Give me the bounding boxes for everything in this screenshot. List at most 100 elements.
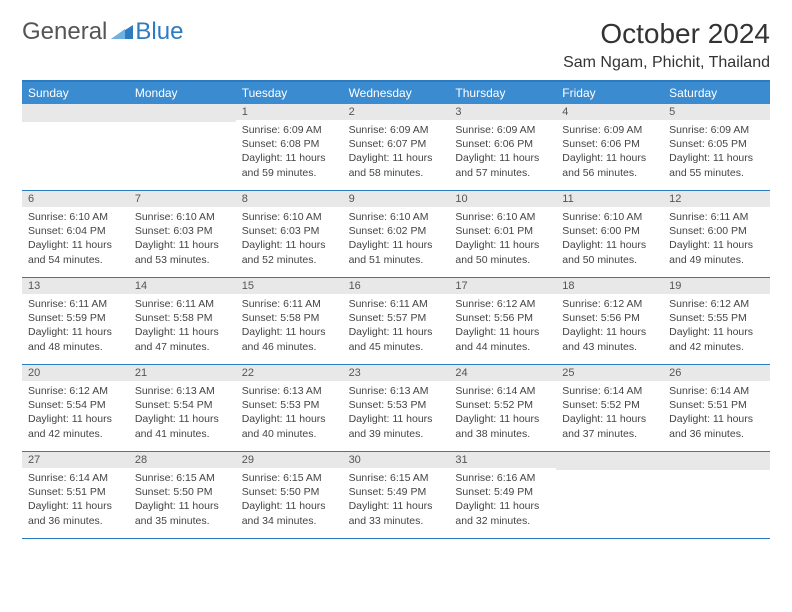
sunrise-line: Sunrise: 6:16 AM	[455, 471, 550, 485]
day-body	[556, 470, 663, 479]
day-number: 11	[556, 191, 663, 207]
sunrise-line: Sunrise: 6:15 AM	[242, 471, 337, 485]
day-body: Sunrise: 6:11 AMSunset: 5:57 PMDaylight:…	[343, 294, 450, 360]
day-body: Sunrise: 6:15 AMSunset: 5:50 PMDaylight:…	[236, 468, 343, 534]
day-cell	[22, 104, 129, 190]
sunset-line: Sunset: 6:00 PM	[669, 224, 764, 238]
day-number	[22, 104, 129, 122]
daylight-line: Daylight: 11 hours and 55 minutes.	[669, 151, 764, 179]
day-number: 29	[236, 452, 343, 468]
day-number	[556, 452, 663, 470]
sunset-line: Sunset: 6:06 PM	[562, 137, 657, 151]
day-body: Sunrise: 6:12 AMSunset: 5:56 PMDaylight:…	[556, 294, 663, 360]
day-body: Sunrise: 6:13 AMSunset: 5:54 PMDaylight:…	[129, 381, 236, 447]
sunrise-line: Sunrise: 6:14 AM	[562, 384, 657, 398]
day-number	[129, 104, 236, 122]
weekday-header: Friday	[556, 82, 663, 104]
day-cell: 23Sunrise: 6:13 AMSunset: 5:53 PMDayligh…	[343, 365, 450, 451]
daylight-line: Daylight: 11 hours and 57 minutes.	[455, 151, 550, 179]
header: General Blue October 2024 Sam Ngam, Phic…	[22, 18, 770, 72]
week-row: 6Sunrise: 6:10 AMSunset: 6:04 PMDaylight…	[22, 191, 770, 278]
daylight-line: Daylight: 11 hours and 50 minutes.	[562, 238, 657, 266]
sunrise-line: Sunrise: 6:15 AM	[135, 471, 230, 485]
day-number: 26	[663, 365, 770, 381]
day-number: 13	[22, 278, 129, 294]
sunset-line: Sunset: 6:07 PM	[349, 137, 444, 151]
day-body: Sunrise: 6:16 AMSunset: 5:49 PMDaylight:…	[449, 468, 556, 534]
daylight-line: Daylight: 11 hours and 45 minutes.	[349, 325, 444, 353]
daylight-line: Daylight: 11 hours and 42 minutes.	[669, 325, 764, 353]
sunrise-line: Sunrise: 6:11 AM	[669, 210, 764, 224]
daylight-line: Daylight: 11 hours and 51 minutes.	[349, 238, 444, 266]
sunrise-line: Sunrise: 6:14 AM	[28, 471, 123, 485]
sunset-line: Sunset: 5:56 PM	[455, 311, 550, 325]
weekday-header: Tuesday	[236, 82, 343, 104]
day-cell: 28Sunrise: 6:15 AMSunset: 5:50 PMDayligh…	[129, 452, 236, 538]
day-body: Sunrise: 6:11 AMSunset: 5:58 PMDaylight:…	[236, 294, 343, 360]
day-body: Sunrise: 6:14 AMSunset: 5:51 PMDaylight:…	[22, 468, 129, 534]
day-body: Sunrise: 6:09 AMSunset: 6:06 PMDaylight:…	[556, 120, 663, 186]
logo-text-blue: Blue	[135, 18, 183, 46]
sunset-line: Sunset: 5:54 PM	[135, 398, 230, 412]
day-number: 22	[236, 365, 343, 381]
sunset-line: Sunset: 6:03 PM	[135, 224, 230, 238]
day-body: Sunrise: 6:11 AMSunset: 5:59 PMDaylight:…	[22, 294, 129, 360]
sunset-line: Sunset: 6:05 PM	[669, 137, 764, 151]
day-cell	[663, 452, 770, 538]
day-cell: 5Sunrise: 6:09 AMSunset: 6:05 PMDaylight…	[663, 104, 770, 190]
sunrise-line: Sunrise: 6:14 AM	[669, 384, 764, 398]
day-cell: 8Sunrise: 6:10 AMSunset: 6:03 PMDaylight…	[236, 191, 343, 277]
month-title: October 2024	[563, 18, 770, 50]
day-number: 4	[556, 104, 663, 120]
day-body: Sunrise: 6:10 AMSunset: 6:03 PMDaylight:…	[236, 207, 343, 273]
day-number: 7	[129, 191, 236, 207]
day-cell: 29Sunrise: 6:15 AMSunset: 5:50 PMDayligh…	[236, 452, 343, 538]
sunset-line: Sunset: 5:50 PM	[135, 485, 230, 499]
day-body: Sunrise: 6:13 AMSunset: 5:53 PMDaylight:…	[236, 381, 343, 447]
day-cell: 16Sunrise: 6:11 AMSunset: 5:57 PMDayligh…	[343, 278, 450, 364]
daylight-line: Daylight: 11 hours and 56 minutes.	[562, 151, 657, 179]
sunset-line: Sunset: 5:55 PM	[669, 311, 764, 325]
weekday-header: Thursday	[449, 82, 556, 104]
daylight-line: Daylight: 11 hours and 33 minutes.	[349, 499, 444, 527]
sunrise-line: Sunrise: 6:14 AM	[455, 384, 550, 398]
day-body: Sunrise: 6:09 AMSunset: 6:07 PMDaylight:…	[343, 120, 450, 186]
day-cell	[129, 104, 236, 190]
week-row: 20Sunrise: 6:12 AMSunset: 5:54 PMDayligh…	[22, 365, 770, 452]
day-body: Sunrise: 6:10 AMSunset: 6:01 PMDaylight:…	[449, 207, 556, 273]
day-body: Sunrise: 6:14 AMSunset: 5:51 PMDaylight:…	[663, 381, 770, 447]
daylight-line: Daylight: 11 hours and 34 minutes.	[242, 499, 337, 527]
sunrise-line: Sunrise: 6:10 AM	[349, 210, 444, 224]
day-number: 17	[449, 278, 556, 294]
week-row: 13Sunrise: 6:11 AMSunset: 5:59 PMDayligh…	[22, 278, 770, 365]
title-block: October 2024 Sam Ngam, Phichit, Thailand	[563, 18, 770, 72]
day-cell: 22Sunrise: 6:13 AMSunset: 5:53 PMDayligh…	[236, 365, 343, 451]
daylight-line: Daylight: 11 hours and 48 minutes.	[28, 325, 123, 353]
day-body: Sunrise: 6:15 AMSunset: 5:50 PMDaylight:…	[129, 468, 236, 534]
daylight-line: Daylight: 11 hours and 32 minutes.	[455, 499, 550, 527]
sunset-line: Sunset: 5:50 PM	[242, 485, 337, 499]
daylight-line: Daylight: 11 hours and 52 minutes.	[242, 238, 337, 266]
day-body	[22, 122, 129, 131]
weeks-container: 1Sunrise: 6:09 AMSunset: 6:08 PMDaylight…	[22, 104, 770, 539]
sunrise-line: Sunrise: 6:10 AM	[135, 210, 230, 224]
day-body: Sunrise: 6:10 AMSunset: 6:04 PMDaylight:…	[22, 207, 129, 273]
day-cell: 26Sunrise: 6:14 AMSunset: 5:51 PMDayligh…	[663, 365, 770, 451]
day-number: 24	[449, 365, 556, 381]
day-cell: 6Sunrise: 6:10 AMSunset: 6:04 PMDaylight…	[22, 191, 129, 277]
sunrise-line: Sunrise: 6:11 AM	[349, 297, 444, 311]
sunrise-line: Sunrise: 6:13 AM	[242, 384, 337, 398]
day-cell: 11Sunrise: 6:10 AMSunset: 6:00 PMDayligh…	[556, 191, 663, 277]
day-cell: 9Sunrise: 6:10 AMSunset: 6:02 PMDaylight…	[343, 191, 450, 277]
sunrise-line: Sunrise: 6:09 AM	[242, 123, 337, 137]
daylight-line: Daylight: 11 hours and 49 minutes.	[669, 238, 764, 266]
sunrise-line: Sunrise: 6:09 AM	[562, 123, 657, 137]
day-number: 21	[129, 365, 236, 381]
day-cell: 30Sunrise: 6:15 AMSunset: 5:49 PMDayligh…	[343, 452, 450, 538]
sunset-line: Sunset: 5:56 PM	[562, 311, 657, 325]
sunset-line: Sunset: 6:02 PM	[349, 224, 444, 238]
day-cell: 4Sunrise: 6:09 AMSunset: 6:06 PMDaylight…	[556, 104, 663, 190]
daylight-line: Daylight: 11 hours and 37 minutes.	[562, 412, 657, 440]
day-body: Sunrise: 6:10 AMSunset: 6:02 PMDaylight:…	[343, 207, 450, 273]
day-cell: 7Sunrise: 6:10 AMSunset: 6:03 PMDaylight…	[129, 191, 236, 277]
